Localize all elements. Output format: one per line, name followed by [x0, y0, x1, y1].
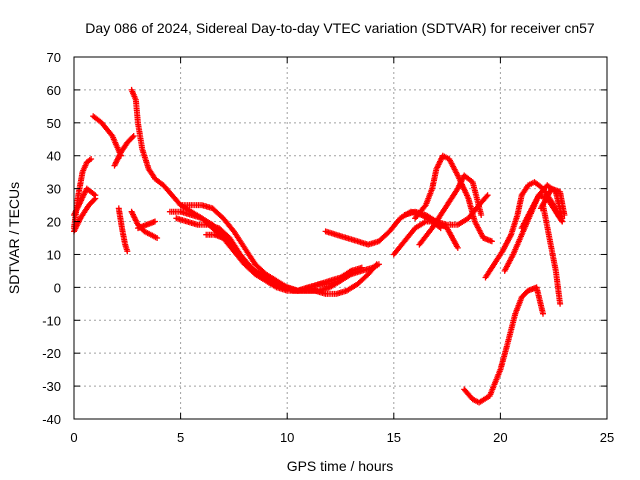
data-marker-path	[111, 133, 137, 169]
data-marker-path	[135, 218, 158, 232]
y-tick-label: 0	[54, 280, 61, 295]
y-tick-label: 50	[47, 116, 61, 131]
data-series-track-12	[173, 215, 380, 297]
axes: 0 5 10 15 20 25 -40 -30 -20 -10 0 10 20 30 40 50 60 70	[42, 50, 614, 445]
data-marker-path	[537, 185, 568, 218]
data-series-track-19	[461, 284, 546, 406]
y-tick-label: -10	[42, 313, 61, 328]
data-marker-path	[412, 152, 495, 245]
data-marker-path	[173, 215, 380, 297]
data-series-track-5	[111, 133, 137, 169]
y-tick-label: -20	[42, 346, 61, 361]
y-tick-label: -30	[42, 379, 61, 394]
y-axis-label: SDTVAR / TECUs	[6, 182, 22, 294]
grid	[74, 57, 607, 419]
data-marker-path	[203, 231, 227, 241]
data-series-track-13	[203, 231, 227, 241]
data-series-track-9	[135, 218, 158, 232]
data-series-track-22	[518, 192, 566, 232]
y-tick-label: 20	[47, 215, 61, 230]
x-axis-label: GPS time / hours	[287, 458, 394, 474]
x-tick-label: 10	[280, 430, 294, 445]
x-tick-label: 25	[600, 430, 614, 445]
data-series-track-6	[115, 205, 131, 255]
plot-frame	[73, 56, 608, 420]
data-marker-path	[461, 284, 546, 406]
y-tick-label: 10	[47, 247, 61, 262]
data-series-track-18	[416, 172, 485, 248]
y-tick-label: -40	[42, 412, 61, 427]
x-tick-label: 0	[70, 430, 77, 445]
y-tick-label: 40	[47, 149, 61, 164]
data-marker-path	[416, 172, 485, 248]
data-marker-path	[518, 192, 566, 232]
data-series-track-24	[537, 185, 568, 218]
data-marker-path	[115, 205, 131, 255]
x-tick-label: 5	[177, 430, 184, 445]
data-points	[71, 86, 568, 406]
y-tick-label: 60	[47, 83, 61, 98]
y-tick-label: 70	[47, 50, 61, 65]
data-series-track-17	[412, 152, 495, 245]
x-tick-label: 15	[387, 430, 401, 445]
chart-title: Day 086 of 2024, Sidereal Day-to-day VTE…	[85, 20, 595, 36]
x-tick-label: 20	[493, 430, 507, 445]
y-tick-label: 30	[47, 182, 61, 197]
